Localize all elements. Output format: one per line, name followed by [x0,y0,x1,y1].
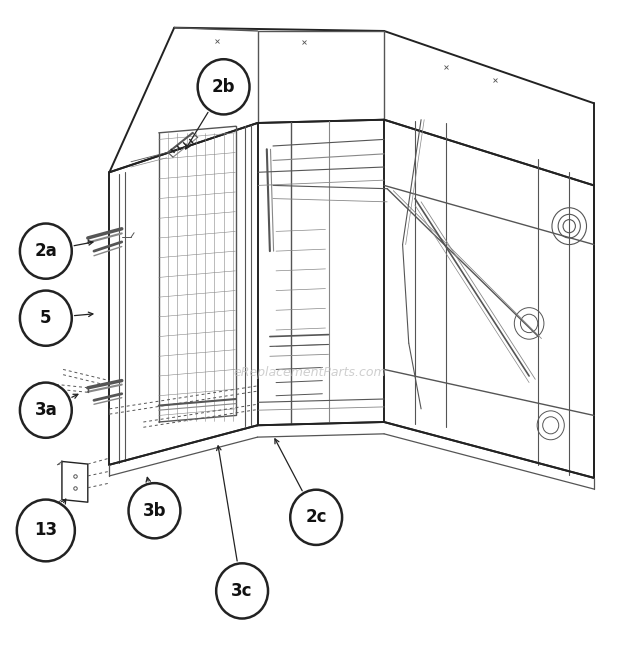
Circle shape [128,483,180,539]
Text: 3b: 3b [143,502,166,519]
Text: 2a: 2a [35,242,57,260]
Circle shape [290,490,342,545]
Circle shape [198,59,249,114]
Text: 5: 5 [40,309,51,327]
Text: 13: 13 [34,521,58,539]
Text: eReplacementParts.com: eReplacementParts.com [234,366,386,379]
Text: 3c: 3c [231,582,253,600]
Text: 3a: 3a [35,401,57,419]
Circle shape [216,564,268,618]
Text: 2c: 2c [306,508,327,526]
Text: 2b: 2b [212,78,236,96]
Circle shape [20,290,72,346]
Circle shape [17,500,75,562]
Circle shape [20,224,72,279]
Circle shape [20,383,72,438]
